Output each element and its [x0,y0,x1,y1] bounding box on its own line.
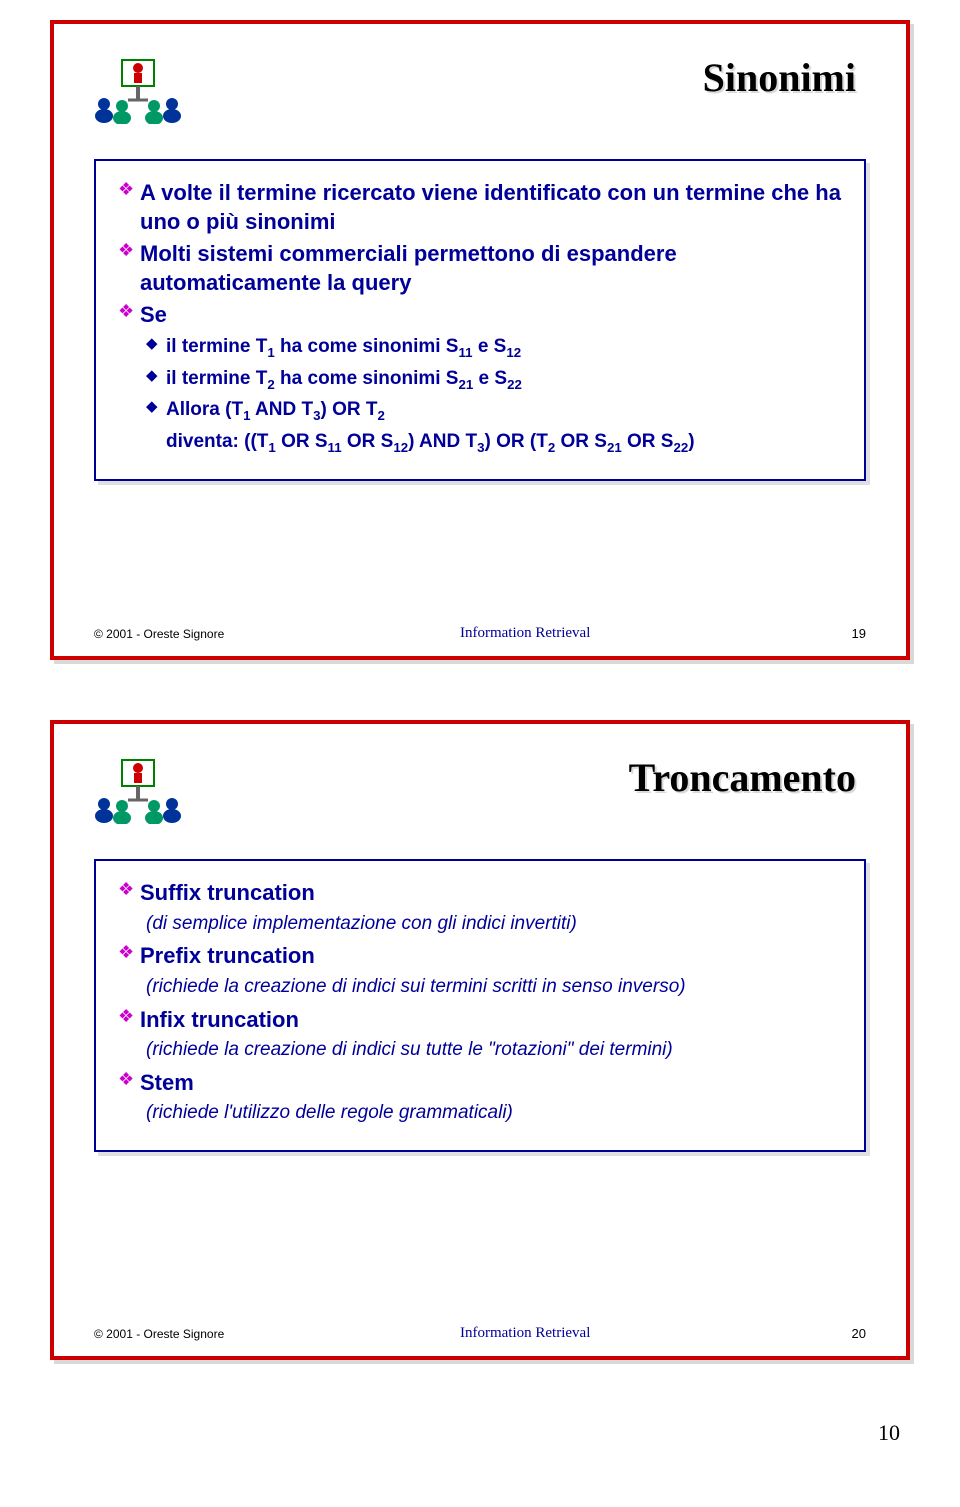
presenter-icon [94,54,194,129]
bullet-text: Allora (T1 AND T3) OR T2 [166,397,385,425]
bullet-line: ◆il termine T1 ha come sinonimi S11 e S1… [146,334,842,362]
slide-number: 19 [826,626,866,641]
diamond-sub-bullet-icon: ◆ [146,334,166,352]
copyright-text: © 2001 - Oreste Signore [94,627,460,641]
content-box: ❖Suffix truncation(di semplice implement… [94,859,866,1152]
slide-title: Troncamento [194,754,866,801]
bullet-line: ◆il termine T2 ha come sinonimi S21 e S2… [146,366,842,394]
bullet-head: Prefix truncation [140,942,315,971]
bullet-line: ❖Prefix truncation [118,942,842,971]
bullet-subtext: (richiede la creazione di indici sui ter… [146,975,842,1000]
copyright-text: © 2001 - Oreste Signore [94,1327,460,1341]
bullet-text: Se [140,301,167,330]
diamond-bullet-icon: ❖ [118,179,140,200]
slide-number: 20 [826,1326,866,1341]
bullet-line: ❖Molti sistemi commerciali permettono di… [118,240,842,297]
slide-footer: © 2001 - Oreste Signore Information Retr… [94,1325,866,1342]
bullet-subtext: (di semplice implementazione con gli ind… [146,912,842,937]
footer-title: Information Retrieval [460,1325,826,1342]
bullet-line: ❖Infix truncation [118,1006,842,1035]
slide-2: Troncamento ❖Suffix truncation(di sempli… [50,720,910,1360]
slide-title: Sinonimi [194,54,866,101]
bullet-line: ❖A volte il termine ricercato viene iden… [118,179,842,236]
bullet-line: ❖Suffix truncation [118,879,842,908]
diamond-bullet-icon: ❖ [118,1069,140,1090]
bullet-subtext: (richiede l'utilizzo delle regole gramma… [146,1101,842,1126]
bullet-text: Molti sistemi commerciali permettono di … [140,240,842,297]
presenter-icon [94,754,194,829]
diamond-bullet-icon: ❖ [118,879,140,900]
bullet-text: diventa: ((T1 OR S11 OR S12) AND T3) OR … [166,429,695,457]
bullet-text: A volte il termine ricercato viene ident… [140,179,842,236]
bullet-head: Infix truncation [140,1006,299,1035]
bullet-text: il termine T1 ha come sinonimi S11 e S12 [166,334,521,362]
bullet-line: ❖Stem [118,1069,842,1098]
slide-1: Sinonimi ❖A volte il termine ricercato v… [50,20,910,660]
bullet-text: il termine T2 ha come sinonimi S21 e S22 [166,366,522,394]
diamond-bullet-icon: ❖ [118,240,140,261]
bullet-line: ❖Se [118,301,842,330]
bullet-head: Stem [140,1069,194,1098]
slide-header: Troncamento [94,754,866,829]
bullet-line: ◆Allora (T1 AND T3) OR T2 [146,397,842,425]
slide-footer: © 2001 - Oreste Signore Information Retr… [94,625,866,642]
page-number: 10 [40,1420,900,1446]
bullet-subtext: (richiede la creazione di indici su tutt… [146,1038,842,1063]
bullet-line: diventa: ((T1 OR S11 OR S12) AND T3) OR … [166,429,842,457]
diamond-sub-bullet-icon: ◆ [146,397,166,415]
footer-title: Information Retrieval [460,625,826,642]
content-box: ❖A volte il termine ricercato viene iden… [94,159,866,481]
diamond-bullet-icon: ❖ [118,1006,140,1027]
diamond-bullet-icon: ❖ [118,301,140,322]
diamond-sub-bullet-icon: ◆ [146,366,166,384]
slide-header: Sinonimi [94,54,866,129]
diamond-bullet-icon: ❖ [118,942,140,963]
bullet-head: Suffix truncation [140,879,315,908]
